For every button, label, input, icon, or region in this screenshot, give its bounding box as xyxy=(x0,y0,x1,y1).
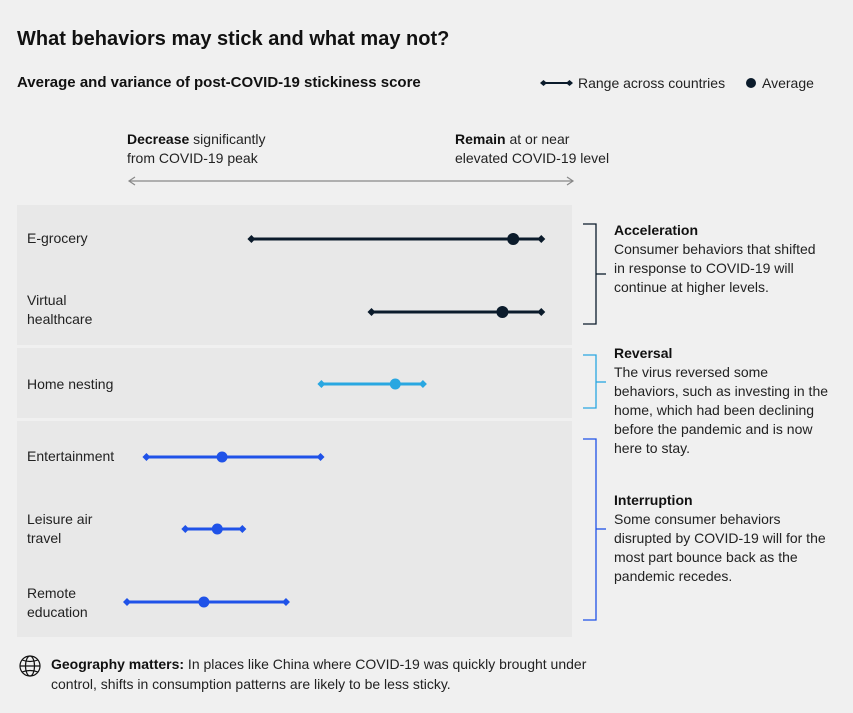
average-dot xyxy=(389,378,401,390)
legend-average-label: Average xyxy=(762,75,814,91)
group-band-acceleration xyxy=(17,205,572,345)
group-desc-reversal: The virus reversed some behaviors, such … xyxy=(614,364,829,456)
row-label-e-grocery: E-grocery xyxy=(27,230,88,246)
range-min-marker xyxy=(142,453,151,461)
legend-range-label: Range across countries xyxy=(578,75,726,91)
average-dot xyxy=(211,523,223,535)
direction-arrow xyxy=(127,176,575,186)
footer-note: Geography matters: In places like China … xyxy=(51,654,591,694)
chart-title: What behaviors may stick and what may no… xyxy=(17,28,450,50)
footer-bold: Geography matters: xyxy=(51,656,185,672)
row-label-entertainment: Entertainment xyxy=(27,448,115,464)
group-title-acceleration: Acceleration xyxy=(614,222,699,238)
row-label-home-nesting: Home nesting xyxy=(27,376,114,392)
bracket-reversal xyxy=(583,354,606,409)
bracket-acceleration xyxy=(583,223,606,325)
direction-right-rest2: elevated COVID-19 level xyxy=(455,150,610,166)
group-desc-acceleration: Consumer behaviors that shifted in respo… xyxy=(614,241,816,295)
range-max-marker xyxy=(281,598,290,606)
group-title-interruption: Interruption xyxy=(614,492,693,508)
range-max-marker xyxy=(316,453,325,461)
chart-subtitle: Average and variance of post-COVID-19 st… xyxy=(17,74,421,91)
average-dot xyxy=(198,596,210,608)
dot-range-marks xyxy=(123,233,546,608)
group-desc-interruption: Some consumer behaviors disrupted by COV… xyxy=(614,511,826,584)
average-dot xyxy=(216,451,228,463)
group-band-reversal xyxy=(17,348,572,418)
range-max-marker xyxy=(537,308,546,316)
range-max-marker xyxy=(418,380,427,388)
range-min-marker xyxy=(181,525,190,533)
direction-left-rest2: from COVID-19 peak xyxy=(127,150,258,166)
row-label-remote-education: Remote education xyxy=(27,585,88,620)
footer-text: In places like China where COVID-19 was … xyxy=(51,656,587,692)
range-min-marker xyxy=(317,380,326,388)
average-dot xyxy=(507,233,520,245)
range-min-marker xyxy=(247,235,256,243)
row-label-leisure-air-travel: Leisure air travel xyxy=(27,511,93,546)
direction-left-rest1: significantly xyxy=(189,131,266,147)
range-min-marker xyxy=(123,598,131,606)
direction-right-rest1: at or near xyxy=(505,131,570,147)
average-dot xyxy=(496,306,509,318)
bracket-interruption xyxy=(583,438,606,621)
range-min-marker xyxy=(367,308,376,316)
direction-left-label: Decrease significantly from COVID-19 pea… xyxy=(127,130,266,168)
direction-right-bold: Remain xyxy=(455,131,506,147)
range-max-marker xyxy=(238,525,247,533)
group-title-reversal: Reversal xyxy=(614,345,673,361)
direction-left-bold: Decrease xyxy=(127,131,190,147)
range-max-marker xyxy=(537,235,546,243)
direction-right-label: Remain at or near elevated COVID-19 leve… xyxy=(455,130,609,168)
row-label-virtual-healthcare: Virtual healthcare xyxy=(27,292,93,327)
